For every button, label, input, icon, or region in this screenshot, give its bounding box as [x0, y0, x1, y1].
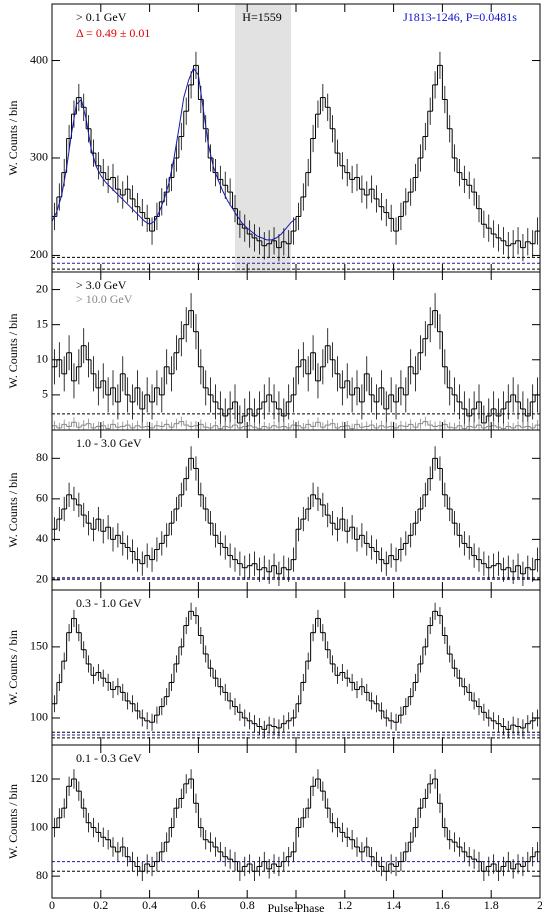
- y-axis-label: W. Counts / bin: [6, 473, 20, 548]
- y-tick-label: 150: [30, 639, 48, 653]
- series-label: 0.1 - 0.3 GeV: [76, 751, 142, 765]
- y-tick-label: 5: [42, 387, 48, 401]
- fit-curve: [51, 67, 297, 241]
- y-tick-label: 80: [36, 868, 48, 882]
- panel-frame: [51, 3, 541, 273]
- y-axis-label: W. Counts / bin: [6, 101, 20, 176]
- y-tick-label: 80: [36, 450, 48, 464]
- y-tick-label: 200: [30, 247, 48, 261]
- y-axis-label: W. Counts / bin: [6, 784, 20, 859]
- x-tick-label: 0: [49, 898, 55, 912]
- series-label: 1.0 - 3.0 GeV: [76, 436, 142, 450]
- x-tick-label: 1: [293, 898, 299, 912]
- y-tick-label: 120: [30, 771, 48, 785]
- y-tick-label: 60: [36, 491, 48, 505]
- x-tick-label: 2: [537, 898, 542, 912]
- panel-frame: [51, 744, 541, 899]
- y-axis-label: W. Counts / bin: [6, 630, 20, 705]
- x-tick-label: 1.8: [484, 898, 499, 912]
- x-tick-label: 0.8: [240, 898, 255, 912]
- x-axis-label: Pulse Phase: [268, 901, 325, 914]
- series-label: > 10.0 GeV: [76, 292, 133, 306]
- shaded-region: [235, 4, 292, 272]
- y-tick-label: 400: [30, 52, 48, 66]
- x-tick-label: 1.4: [386, 898, 401, 912]
- y-tick-label: 100: [30, 710, 48, 724]
- y-axis-label: W. Counts / bin: [6, 314, 20, 389]
- y-tick-label: 300: [30, 150, 48, 164]
- series-label: > 0.1 GeV: [76, 10, 127, 24]
- y-tick-label: 15: [36, 316, 48, 330]
- y-tick-label: 20: [36, 572, 48, 586]
- x-tick-label: 0.2: [93, 898, 108, 912]
- y-tick-label: 40: [36, 531, 48, 545]
- annotation: H=1559: [242, 10, 281, 24]
- x-tick-label: 0.6: [191, 898, 206, 912]
- annotation: Δ = 0.49 ± 0.01: [76, 26, 150, 40]
- x-tick-label: 1.2: [337, 898, 352, 912]
- series-label: 0.3 - 1.0 GeV: [76, 596, 142, 610]
- panel-frame: [51, 429, 541, 591]
- y-tick-label: 10: [36, 352, 48, 366]
- x-tick-label: 1.6: [435, 898, 450, 912]
- x-tick-label: 0.4: [142, 898, 157, 912]
- y-tick-label: 100: [30, 819, 48, 833]
- series-label: > 3.0 GeV: [76, 278, 127, 292]
- panel-frame: [51, 589, 541, 746]
- y-tick-label: 20: [36, 281, 48, 295]
- annotation: J1813-1246, P=0.0481s: [403, 10, 517, 24]
